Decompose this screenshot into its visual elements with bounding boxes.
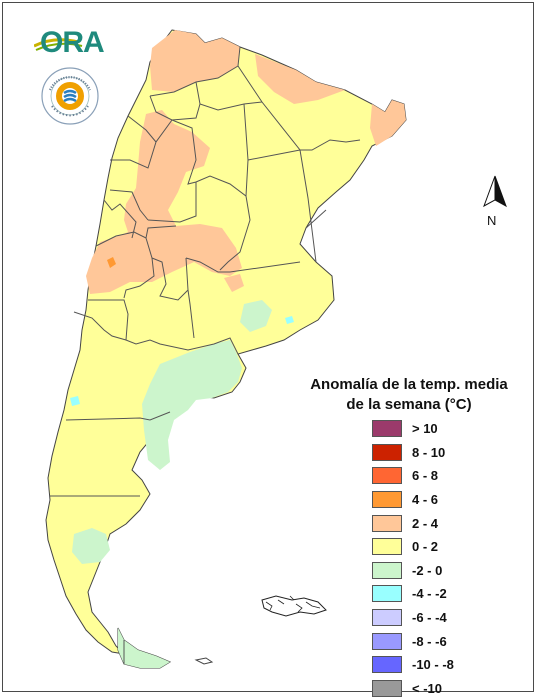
legend-item: -8 - -6 [372, 629, 454, 653]
legend-swatch [372, 632, 402, 650]
legend-label: > 10 [412, 421, 438, 437]
legend-label: -6 - -4 [412, 610, 447, 626]
legend-label: 4 - 6 [412, 492, 439, 508]
legend-label: -4 - -2 [412, 586, 447, 602]
ora-logo: ORA [34, 26, 110, 60]
ora-swoosh-icon [34, 38, 83, 51]
cold-anomaly-areas [70, 316, 294, 406]
ora-logo-text: ORA [40, 26, 105, 59]
legend-label: < -10 [412, 680, 442, 696]
legend-swatch [372, 656, 402, 674]
legend-item: -4 - -2 [372, 582, 454, 606]
legend-label: 2 - 4 [412, 515, 439, 531]
legend-title: Anomalía de la temp. media de la semana … [294, 375, 524, 415]
province-boundaries [50, 46, 361, 664]
isla-estados [194, 657, 214, 665]
legend-label: -2 - 0 [412, 562, 443, 578]
legend-item: 0 - 2 [372, 535, 454, 559]
smn-logo [40, 66, 100, 126]
legend-label: -8 - -6 [412, 633, 447, 649]
islas-malvinas [261, 595, 327, 617]
legend-item: -2 - 0 [372, 559, 454, 583]
legend-swatch [372, 443, 402, 461]
legend-swatch [372, 467, 402, 485]
legend-title-line2: de la semana (°C) [346, 396, 472, 413]
legend-swatch [372, 609, 402, 627]
legend-swatch [372, 585, 402, 603]
legend-label: -10 - -8 [412, 657, 454, 673]
legend-item: -6 - -4 [372, 606, 454, 630]
legend-label: 0 - 2 [412, 539, 439, 555]
warm-anomaly-areas [86, 30, 406, 294]
hot-spot [107, 257, 116, 268]
legend-swatch [372, 679, 402, 697]
malvinas-coastline [265, 595, 321, 613]
north-arrow-icon [483, 175, 507, 208]
legend-item: 8 - 10 [372, 441, 454, 465]
map-frame [2, 2, 534, 692]
legend: > 10 8 - 10 6 - 8 4 - 6 2 - 4 0 - 2 -2 - 0 -4 -… [372, 417, 454, 700]
cool-anomaly-areas [72, 300, 272, 668]
legend-swatch [372, 514, 402, 532]
legend-swatch [372, 491, 402, 509]
legend-title-line1: Anomalía de la temp. media [310, 376, 508, 393]
legend-label: 8 - 10 [412, 444, 446, 460]
legend-label: 6 - 8 [412, 468, 439, 484]
legend-swatch [372, 561, 402, 579]
legend-item: 6 - 8 [372, 464, 454, 488]
smn-seal-icon [41, 67, 99, 125]
legend-swatch [372, 420, 402, 438]
legend-item: > 10 [372, 417, 454, 441]
legend-swatch [372, 538, 402, 556]
legend-item: 4 - 6 [372, 488, 454, 512]
north-label: N [487, 213, 497, 228]
legend-item: -10 - -8 [372, 653, 454, 677]
legend-item: < -10 [372, 677, 454, 700]
legend-item: 2 - 4 [372, 511, 454, 535]
